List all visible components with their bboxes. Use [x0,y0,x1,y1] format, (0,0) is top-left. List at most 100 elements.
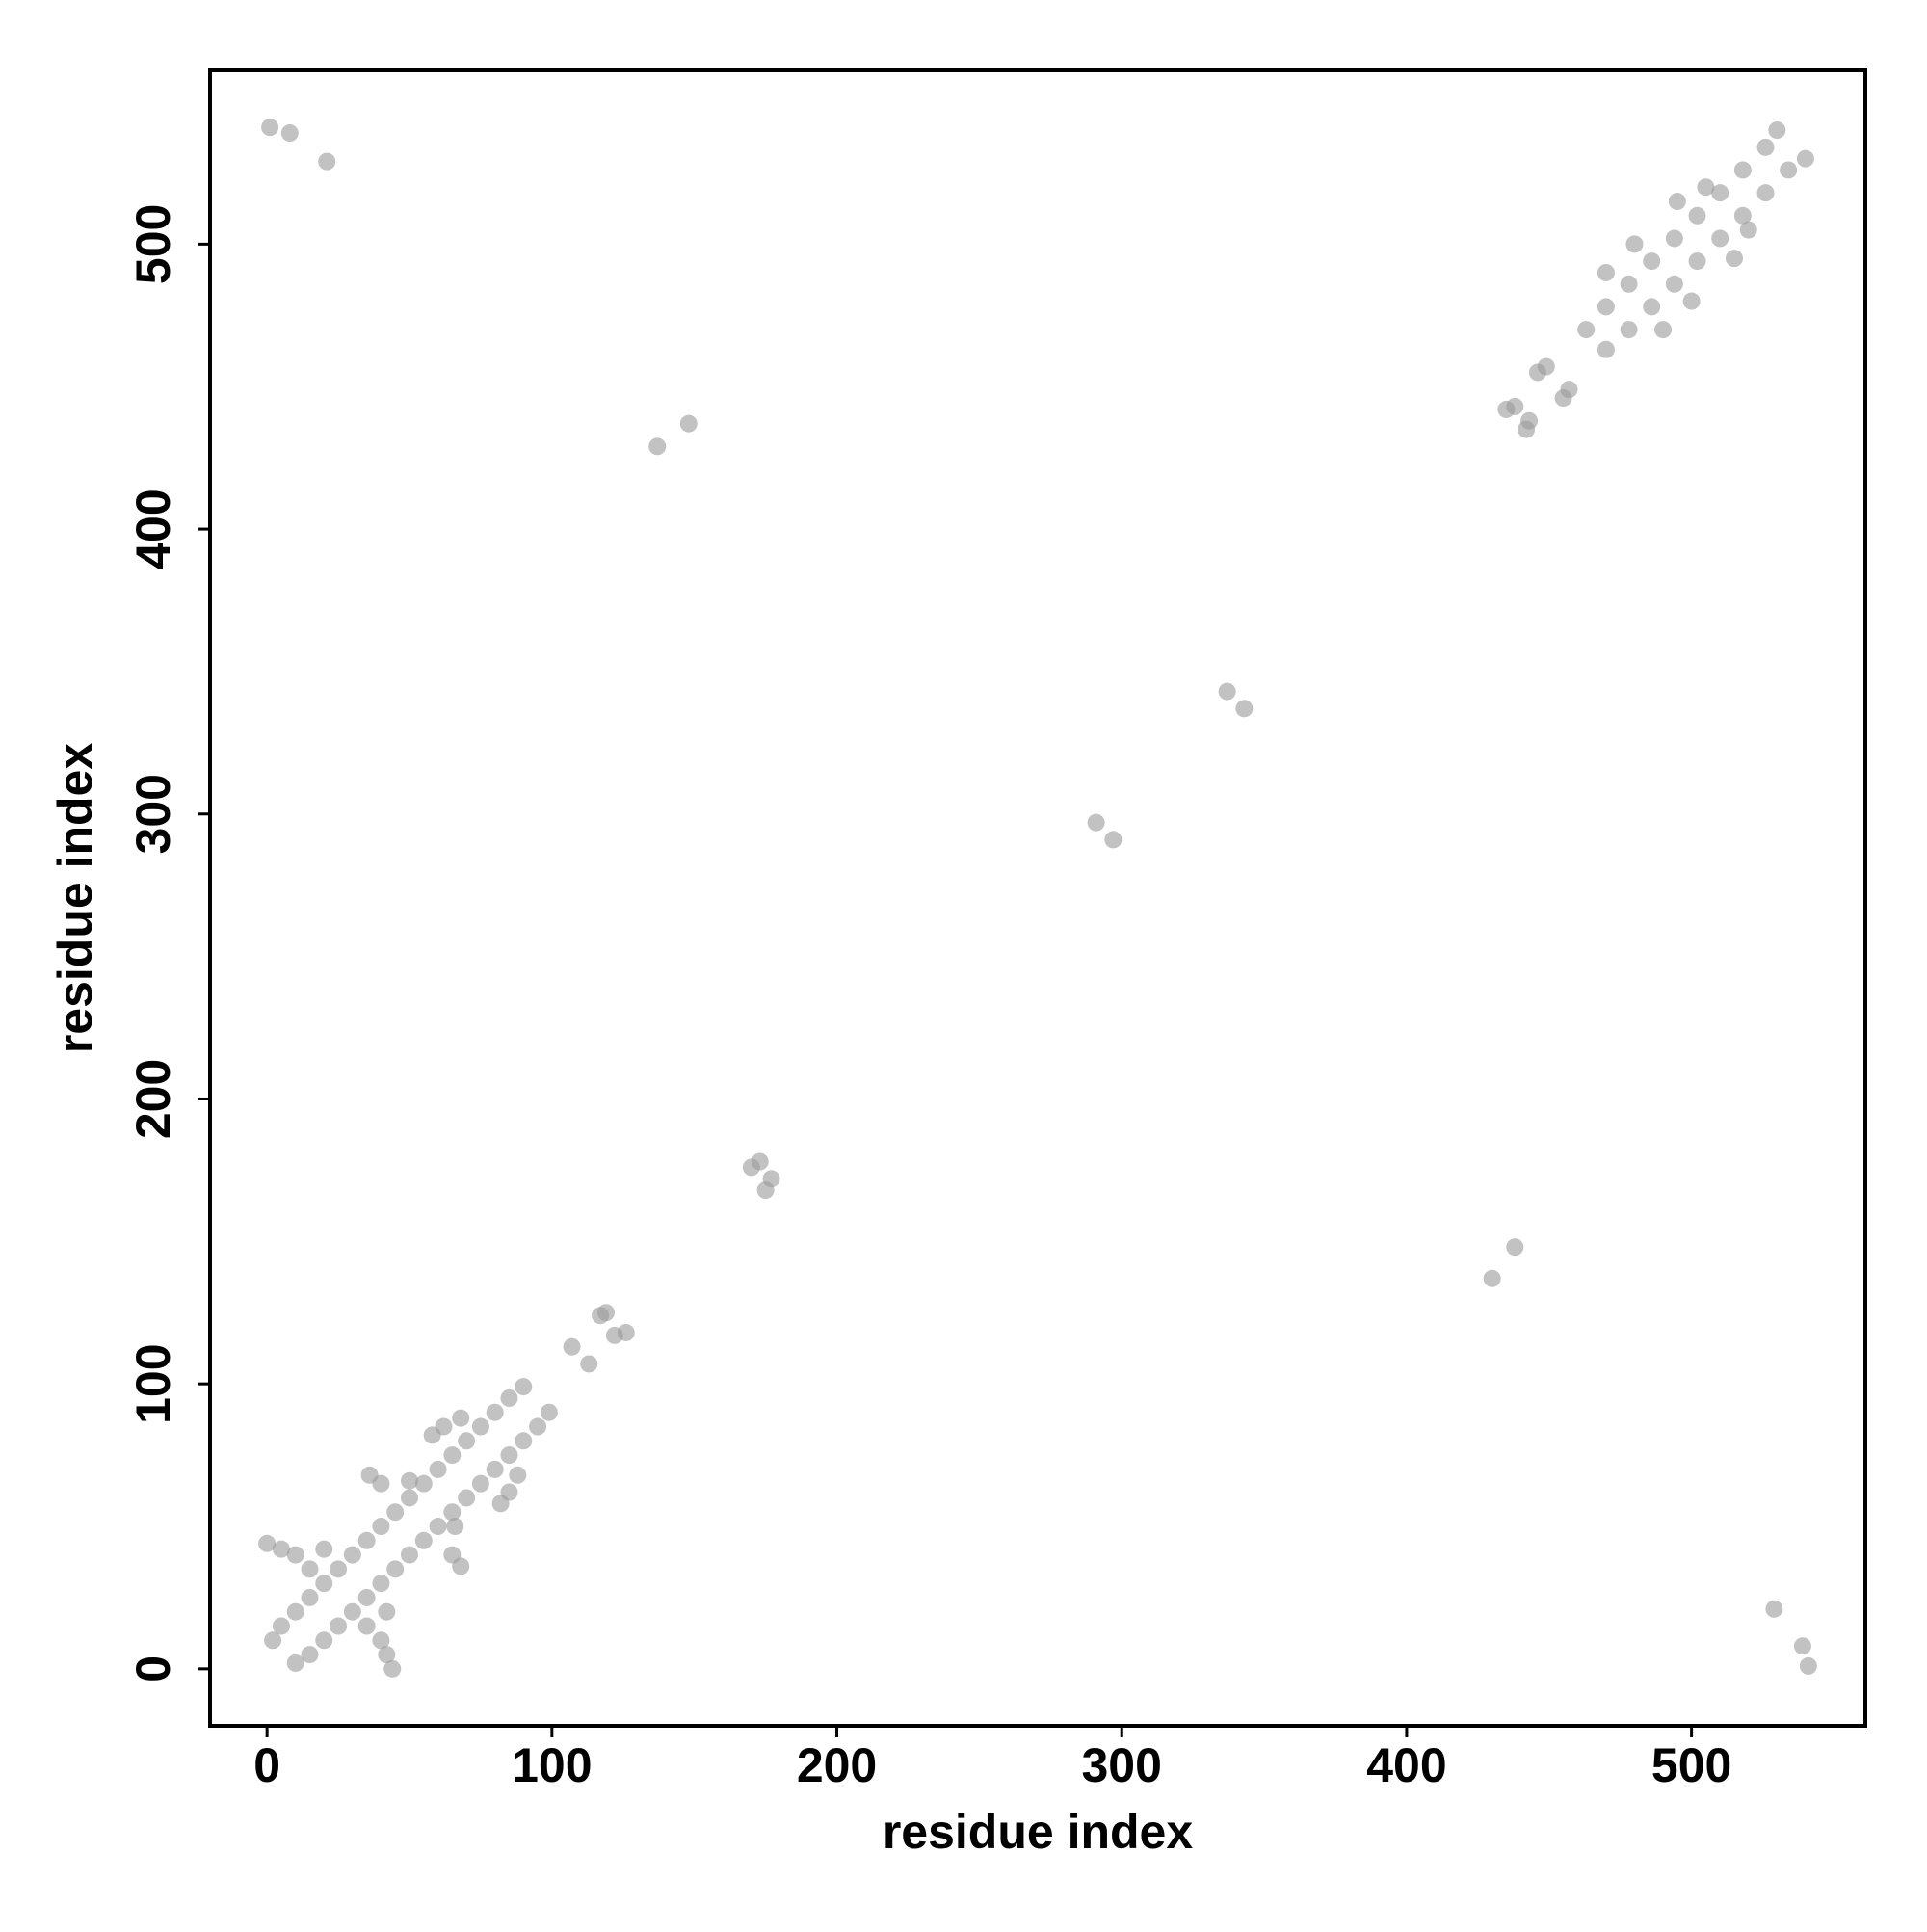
point [1756,138,1775,156]
point [563,1337,581,1356]
point [261,119,279,137]
x-tick-label: 300 [1082,1738,1162,1792]
point [648,437,667,456]
point [414,1531,433,1549]
point [491,1495,510,1513]
x-tick-label: 100 [512,1738,592,1792]
y-axis-label: residue index [48,743,102,1054]
point [286,1546,304,1564]
point [1620,321,1638,339]
point [1506,1238,1524,1257]
point [372,1631,390,1650]
x-axis-label: residue index [883,1805,1194,1859]
y-tick-label: 100 [126,1343,180,1423]
point [1560,381,1578,399]
point [762,1170,780,1188]
point [383,1659,402,1678]
x-tick-label: 0 [253,1738,280,1792]
point [1577,321,1596,339]
point [486,1460,504,1478]
point [1520,411,1539,430]
point [515,1378,533,1396]
point [1682,292,1701,310]
x-tick-label: 500 [1651,1738,1731,1792]
point [1665,229,1683,248]
point [529,1417,547,1436]
point [1725,250,1743,268]
point [1643,298,1661,316]
y-tick-label: 300 [126,774,180,854]
point [272,1540,290,1558]
point [1793,1637,1811,1655]
y-tick-label: 200 [126,1059,180,1139]
point [280,124,299,143]
point [286,1654,304,1672]
point [378,1602,396,1621]
point [1711,229,1729,248]
point [500,1446,518,1465]
point [272,1617,290,1635]
point [1780,161,1798,179]
point [264,1631,282,1650]
point [429,1518,447,1536]
point [1665,275,1683,293]
point [372,1575,390,1593]
point [372,1518,390,1536]
y-tick-label: 500 [126,204,180,284]
x-tick-label: 400 [1366,1738,1446,1792]
point [580,1355,598,1373]
point [597,1304,616,1322]
point [1235,700,1254,718]
point [1765,1600,1783,1618]
point [330,1617,348,1635]
point [679,414,698,433]
point [443,1446,462,1465]
point [751,1152,769,1171]
point [486,1403,504,1421]
point [1483,1269,1501,1287]
point [446,1518,464,1536]
point [378,1646,396,1664]
point [301,1560,319,1578]
y-tick-label: 400 [126,489,180,569]
point [515,1432,533,1450]
point [443,1503,462,1522]
y-tick-label: 0 [126,1655,180,1682]
point [258,1534,277,1552]
point [343,1546,361,1564]
point [1620,275,1638,293]
point [1625,235,1644,253]
point [1756,184,1775,202]
point [1104,831,1122,849]
point [400,1489,418,1507]
point [1643,252,1661,271]
point [1654,321,1673,339]
point [301,1588,319,1606]
point [1537,357,1555,376]
point [1697,178,1715,197]
point [414,1474,433,1493]
point [1506,397,1524,415]
point [357,1531,376,1549]
point [386,1560,405,1578]
point [400,1546,418,1564]
point [1597,263,1615,281]
point [509,1466,527,1484]
point [458,1432,476,1450]
point [429,1460,447,1478]
point [1733,161,1752,179]
point [1087,813,1105,832]
point [286,1602,304,1621]
point [423,1426,441,1444]
point [617,1323,635,1341]
point [400,1471,418,1490]
point [540,1403,558,1421]
point [357,1617,376,1635]
point [315,1540,333,1558]
point [1218,682,1236,701]
point [343,1602,361,1621]
point [452,1409,470,1427]
point [443,1546,462,1564]
point [318,152,336,171]
